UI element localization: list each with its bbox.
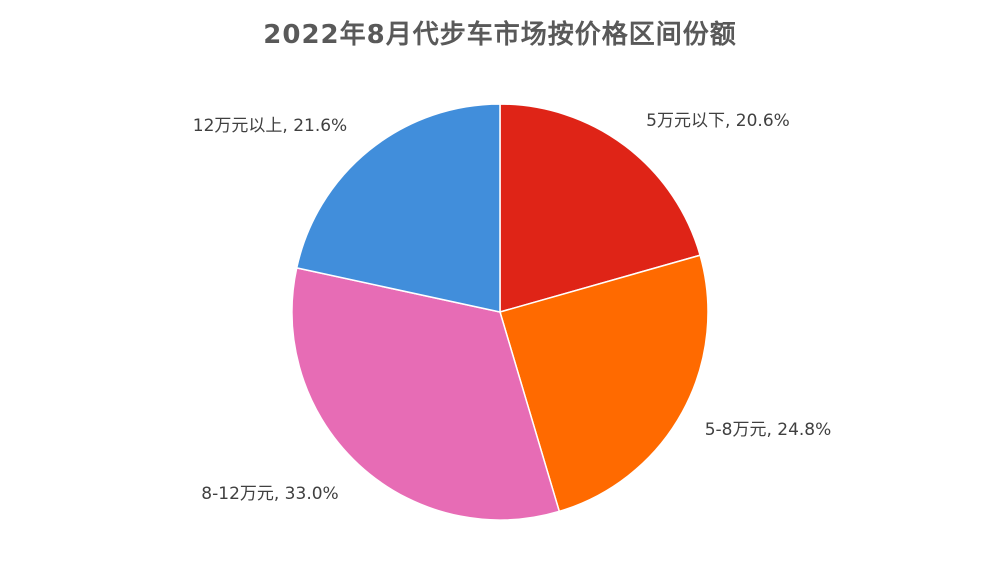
slice-12 bbox=[295, 103, 501, 313]
data-label-12: 12万元以上, 21.6% bbox=[193, 116, 347, 136]
slice-5-8 bbox=[499, 254, 709, 513]
data-label-8-12: 8-12万元, 33.0% bbox=[201, 484, 338, 504]
slice-8-12 bbox=[291, 267, 561, 521]
slice-labels: 5万元以下, 20.6% 5-8万元, 24.8% 8-12万元, 33.0% 12万… bbox=[193, 111, 832, 504]
chart-title: 2022年8月代步车市场按价格区间份额 bbox=[263, 20, 737, 50]
pie-slices bbox=[291, 103, 709, 521]
data-label-5-8: 5-8万元, 24.8% bbox=[705, 420, 832, 440]
slice-5 bbox=[499, 103, 702, 313]
data-label-5: 5万元以下, 20.6% bbox=[646, 111, 790, 131]
